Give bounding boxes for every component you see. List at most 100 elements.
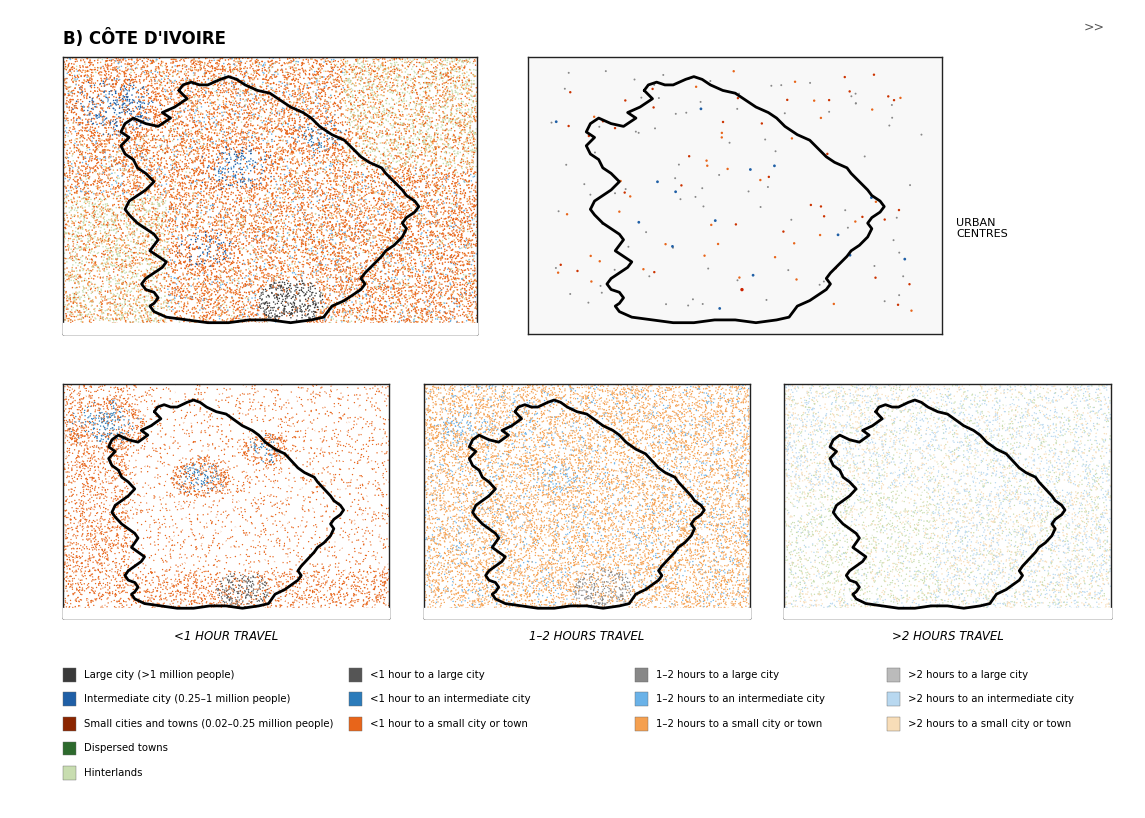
Point (141, 316, 159, 329)
Point (293, 58, 311, 71)
Point (490, 493, 508, 506)
Point (149, 202, 167, 215)
Point (1028, 580, 1047, 593)
Point (484, 410, 503, 423)
Point (226, 52, 244, 65)
Point (1075, 424, 1093, 437)
Point (141, 412, 159, 425)
Point (337, 572, 355, 585)
Point (992, 546, 1010, 559)
Point (148, 487, 166, 500)
Point (219, 111, 237, 124)
Point (177, 142, 196, 155)
Point (100, 191, 118, 204)
Point (658, 456, 677, 469)
Point (221, 598, 239, 611)
Point (152, 213, 171, 227)
Point (1014, 440, 1033, 453)
Point (65, 511, 84, 524)
Point (1000, 537, 1018, 550)
Point (235, 106, 253, 119)
Point (283, 406, 301, 419)
Point (167, 424, 185, 437)
Point (616, 447, 634, 461)
Point (418, 285, 436, 299)
Point (1039, 382, 1057, 395)
Point (248, 595, 267, 608)
Point (378, 453, 396, 466)
Point (247, 260, 266, 273)
Point (184, 436, 203, 449)
Point (133, 283, 151, 296)
Point (207, 569, 226, 582)
Point (155, 271, 173, 284)
Point (615, 441, 633, 454)
Point (369, 204, 387, 218)
Point (325, 541, 343, 554)
Point (165, 478, 183, 491)
Point (100, 91, 118, 104)
Point (385, 143, 403, 156)
Point (255, 122, 274, 135)
Point (445, 556, 464, 569)
Point (800, 401, 819, 414)
Point (70, 127, 88, 140)
Point (112, 229, 131, 242)
Point (333, 245, 352, 258)
Point (488, 407, 506, 420)
Point (986, 447, 1004, 460)
Point (708, 582, 726, 596)
Point (406, 161, 425, 174)
Point (772, 79, 790, 92)
Point (608, 507, 626, 520)
Point (689, 505, 708, 518)
Point (443, 325, 461, 338)
Point (143, 463, 161, 476)
Point (387, 257, 405, 270)
Point (200, 609, 219, 622)
Point (345, 445, 363, 458)
Point (679, 73, 697, 86)
Point (269, 447, 287, 460)
Point (101, 71, 119, 84)
Point (167, 564, 185, 577)
Point (338, 442, 356, 455)
Point (334, 409, 353, 422)
Point (598, 609, 616, 622)
Point (142, 557, 160, 570)
Point (245, 393, 263, 407)
Point (298, 420, 316, 434)
Point (133, 399, 151, 412)
Point (262, 231, 281, 245)
Point (443, 305, 461, 318)
Point (143, 160, 161, 173)
Point (971, 413, 989, 426)
Point (1090, 601, 1108, 614)
Point (316, 211, 334, 224)
Point (297, 213, 315, 227)
Point (172, 499, 190, 512)
Point (1051, 426, 1069, 439)
Point (286, 442, 305, 455)
Point (688, 543, 706, 556)
Point (484, 404, 503, 417)
Point (143, 581, 161, 594)
Point (197, 455, 215, 468)
Point (504, 561, 522, 574)
Point (693, 495, 711, 508)
Point (92, 515, 110, 528)
Point (195, 312, 213, 326)
Point (134, 553, 152, 566)
Point (94, 551, 112, 564)
Point (98, 533, 117, 546)
Point (652, 431, 670, 444)
Point (300, 447, 318, 460)
Point (452, 294, 471, 308)
Point (1025, 567, 1043, 580)
Point (453, 55, 472, 68)
Point (153, 422, 172, 435)
Point (1067, 383, 1085, 396)
Point (653, 564, 671, 577)
Point (246, 269, 264, 282)
Point (634, 493, 653, 506)
